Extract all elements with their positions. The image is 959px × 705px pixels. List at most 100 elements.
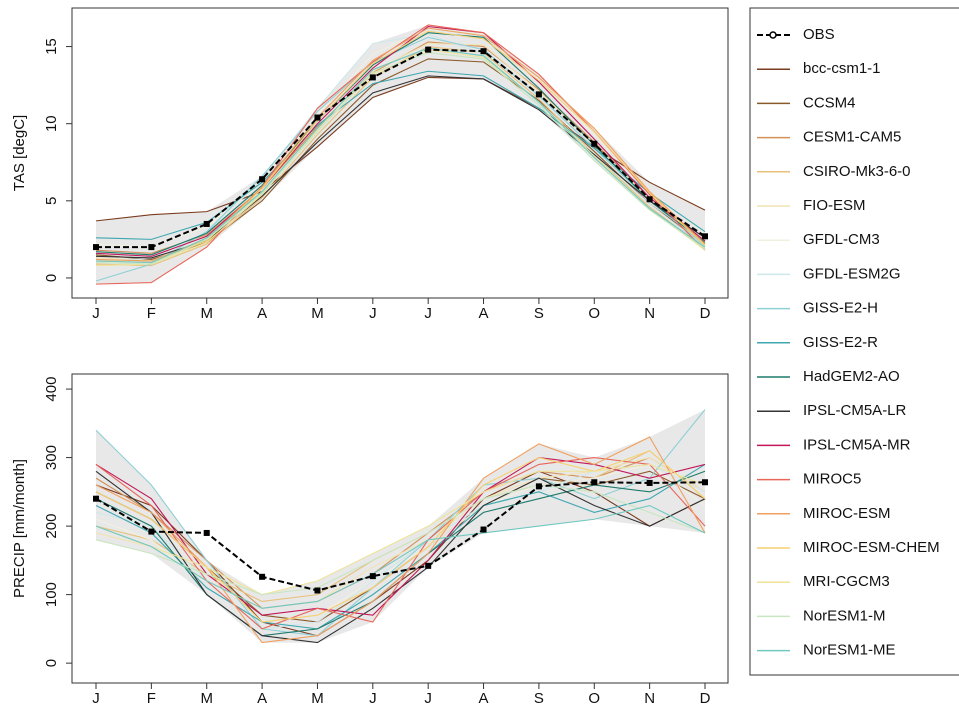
- x-tick-label: M: [200, 690, 213, 705]
- x-tick-label: A: [257, 690, 267, 705]
- x-tick-label: A: [257, 305, 267, 322]
- x-tick-label: N: [644, 305, 655, 322]
- legend-label: MRI-CGCM3: [803, 573, 890, 590]
- obs-line: [96, 48, 706, 249]
- obs-marker: [148, 528, 155, 535]
- x-tick-label: O: [588, 305, 600, 322]
- legend-label: MIROC5: [803, 471, 861, 488]
- obs-marker: [259, 573, 266, 580]
- obs-marker: [369, 573, 376, 580]
- obs-marker: [203, 220, 210, 227]
- obs-marker: [535, 91, 542, 98]
- x-tick-label: F: [147, 690, 156, 705]
- y-tick-label: 5: [43, 197, 60, 205]
- y-tick-label: 15: [43, 38, 60, 55]
- y-axis-label: TAS [degC]: [11, 115, 28, 191]
- obs-marker: [203, 529, 210, 536]
- legend-label: FIO-ESM: [803, 197, 866, 214]
- x-tick-label: D: [700, 690, 711, 705]
- y-tick-label: 400: [43, 377, 60, 402]
- legend-marker: [769, 31, 777, 39]
- y-tick-label: 10: [43, 115, 60, 132]
- obs-marker: [591, 140, 598, 147]
- model-line: [95, 49, 706, 267]
- model-line: [95, 27, 706, 248]
- model-line: [95, 450, 706, 623]
- obs-marker: [93, 244, 99, 251]
- legend-label: MIROC-ESM-CHEM: [803, 539, 940, 556]
- legend-label: CSIRO-Mk3-6-0: [803, 163, 911, 180]
- legend-label: OBS: [803, 26, 835, 43]
- x-tick-label: M: [311, 305, 324, 322]
- obs-marker: [425, 46, 432, 53]
- legend-label: GISS-E2-H: [803, 300, 878, 317]
- model-line: [95, 463, 706, 630]
- obs-marker: [591, 479, 598, 486]
- model-line: [95, 70, 706, 240]
- x-tick-label: S: [534, 305, 544, 322]
- x-tick-label: J: [92, 305, 100, 322]
- legend-label: IPSL-CM5A-MR: [803, 436, 911, 453]
- legend-label: IPSL-CM5A-LR: [803, 402, 907, 419]
- obs-marker: [369, 74, 376, 81]
- obs-marker: [646, 196, 653, 203]
- x-tick-label: J: [92, 690, 100, 705]
- legend-label: CESM1-CAM5: [803, 129, 901, 146]
- legend-label: bcc-csm1-1: [803, 60, 881, 77]
- legend-label: GISS-E2-R: [803, 334, 878, 351]
- legend-label: NorESM1-ME: [803, 642, 896, 659]
- model-line: [95, 58, 706, 260]
- y-axis-label: PRECIP [mm/month]: [11, 459, 28, 598]
- obs-marker: [480, 526, 487, 533]
- model-line: [95, 504, 706, 609]
- model-line: [95, 32, 706, 256]
- legend-label: MIROC-ESM: [803, 505, 891, 522]
- model-line: [95, 436, 706, 644]
- y-tick-label: 100: [43, 582, 60, 607]
- x-tick-label: J: [424, 690, 432, 705]
- y-tick-label: 200: [43, 514, 60, 539]
- legend-label: HadGEM2-AO: [803, 368, 900, 385]
- model-line: [95, 30, 706, 264]
- x-tick-label: O: [588, 690, 600, 705]
- model-line: [95, 457, 706, 616]
- legend-label: NorESM1-M: [803, 607, 886, 624]
- x-tick-label: D: [700, 305, 711, 322]
- obs-marker: [702, 233, 708, 240]
- legend-label: CCSM4: [803, 94, 856, 111]
- obs-marker: [148, 244, 155, 251]
- obs-marker: [646, 479, 653, 486]
- obs-line: [95, 481, 706, 592]
- y-tick-label: 0: [43, 659, 60, 667]
- x-tick-label: A: [479, 305, 489, 322]
- obs-marker: [425, 562, 432, 569]
- x-tick-label: M: [311, 690, 324, 705]
- x-tick-label: M: [200, 305, 213, 322]
- obs-marker: [314, 587, 321, 594]
- obs-marker: [259, 176, 266, 183]
- model-line: [95, 463, 706, 596]
- x-tick-label: N: [644, 690, 655, 705]
- plot-frame: [71, 7, 729, 299]
- model-line: [95, 457, 706, 630]
- x-tick-label: J: [424, 305, 432, 322]
- x-tick-label: J: [369, 305, 377, 322]
- obs-marker: [314, 114, 321, 121]
- model-line: [95, 484, 706, 596]
- plot-frame: [71, 373, 729, 684]
- obs-marker: [535, 483, 542, 490]
- model-line: [95, 409, 706, 637]
- x-tick-label: A: [479, 690, 489, 705]
- obs-marker: [480, 48, 487, 55]
- spread-band: [96, 409, 705, 643]
- obs-marker: [702, 479, 708, 486]
- y-tick-label: 300: [43, 445, 60, 470]
- legend-frame: [749, 7, 959, 676]
- obs-marker: [93, 495, 99, 502]
- model-line: [95, 47, 706, 264]
- x-tick-label: F: [147, 305, 156, 322]
- legend-label: GFDL-ESM2G: [803, 265, 901, 282]
- legend-label: GFDL-CM3: [803, 231, 880, 248]
- x-tick-label: J: [369, 690, 377, 705]
